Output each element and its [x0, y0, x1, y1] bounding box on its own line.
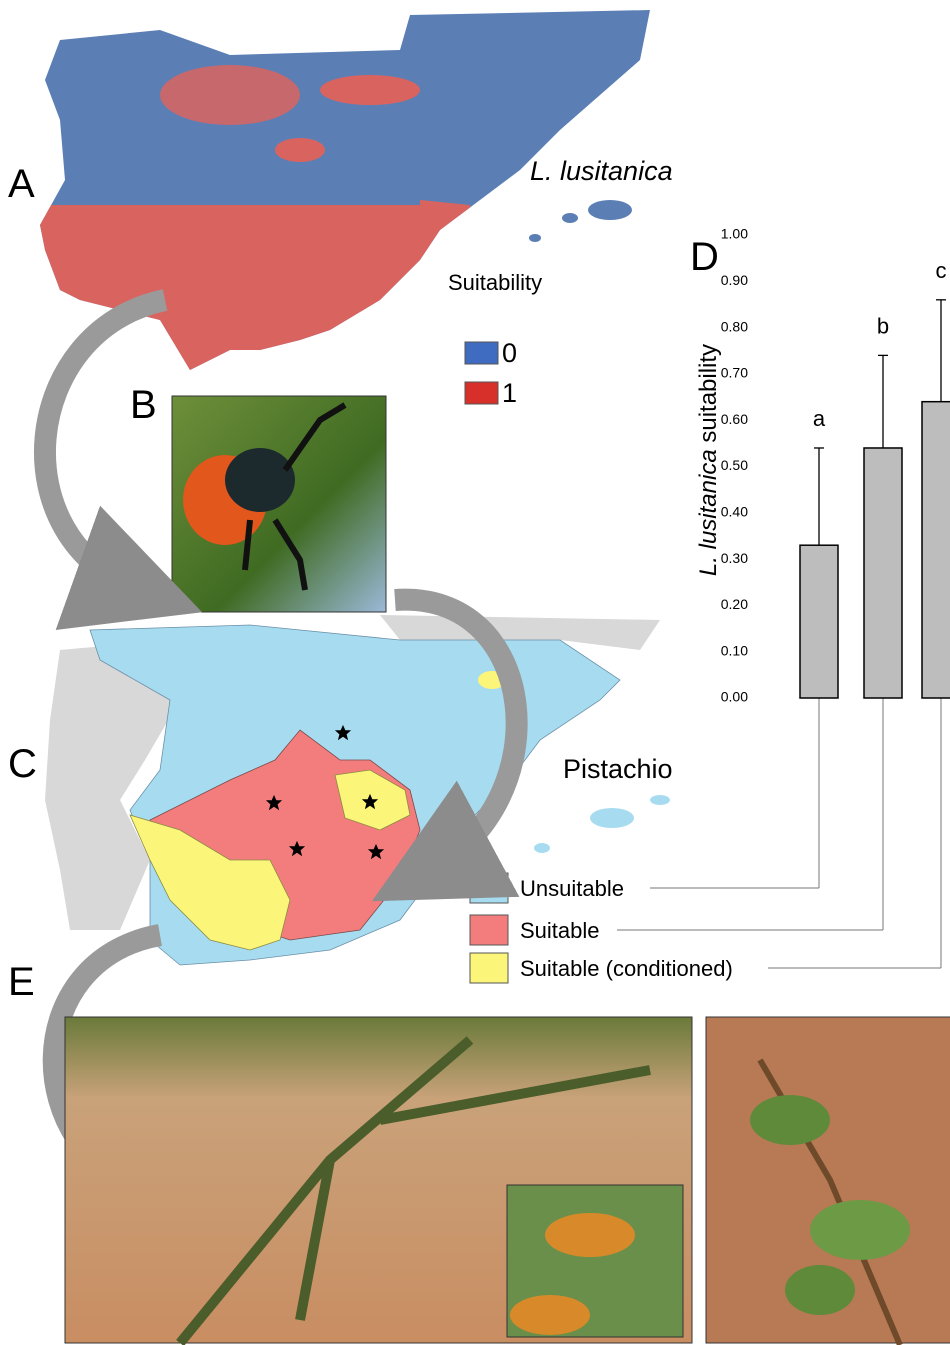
- legend-label: Suitable (conditioned): [520, 956, 733, 981]
- bar: [800, 545, 838, 698]
- y-tick-label: 0.40: [721, 504, 748, 520]
- y-tick-label: 0.00: [721, 689, 748, 705]
- crop-label: Pistachio: [563, 754, 673, 784]
- figure: A L. lusitanica Suitability 0 1 B C Pist…: [0, 0, 950, 1345]
- y-tick-label: 0.50: [721, 457, 748, 473]
- legend-c: Unsuitable Suitable Suitable (conditioned): [470, 873, 733, 983]
- legend-swatch: [465, 342, 498, 364]
- legend-label: Unsuitable: [520, 876, 624, 901]
- legend-swatch: [470, 915, 508, 945]
- map-a: [30, 0, 660, 385]
- value-label: b: [877, 313, 889, 338]
- panel-letter: E: [8, 960, 35, 1004]
- species-label: L. lusitanica: [530, 156, 673, 186]
- legend-swatch: [470, 953, 508, 983]
- value-label: a: [813, 406, 826, 431]
- y-axis-title: L. lusitanica suitability: [695, 344, 722, 576]
- chart: 0.00 0.10 0.20 0.30 0.40 0.50 0.60 0.70 0.80 0.90…: [617, 226, 950, 968]
- legend-label: Suitable: [520, 918, 600, 943]
- photo-e: [65, 1017, 950, 1345]
- y-tick-label: 0.30: [721, 550, 748, 566]
- y-tick-label: 0.20: [721, 596, 748, 612]
- legend-label: 1: [502, 378, 517, 408]
- legend-swatch: [465, 382, 498, 404]
- y-tick-label: 0.70: [721, 365, 748, 381]
- y-tick-label: 0.10: [721, 642, 748, 658]
- photo-b: [172, 396, 386, 612]
- map-c: [45, 615, 670, 965]
- y-tick-label: 0.60: [721, 411, 748, 427]
- bar: [864, 448, 902, 698]
- bar: [922, 402, 950, 698]
- y-tick-label: 0.80: [721, 318, 748, 334]
- panel-letter: C: [8, 742, 37, 786]
- panel-letter: D: [690, 235, 719, 279]
- panel-letter: A: [8, 162, 35, 206]
- y-axis-title-italic: L. lusitanica: [695, 449, 722, 576]
- y-axis-title-rest: suitability: [695, 344, 722, 443]
- value-label: c: [936, 258, 947, 283]
- y-tick-label: 0.90: [721, 272, 748, 288]
- legend-swatch: [470, 873, 508, 903]
- y-tick-label: 1.00: [721, 226, 748, 242]
- legend-title: Suitability: [448, 270, 542, 295]
- legend-label: 0: [502, 338, 517, 368]
- panel-letter: B: [130, 383, 157, 427]
